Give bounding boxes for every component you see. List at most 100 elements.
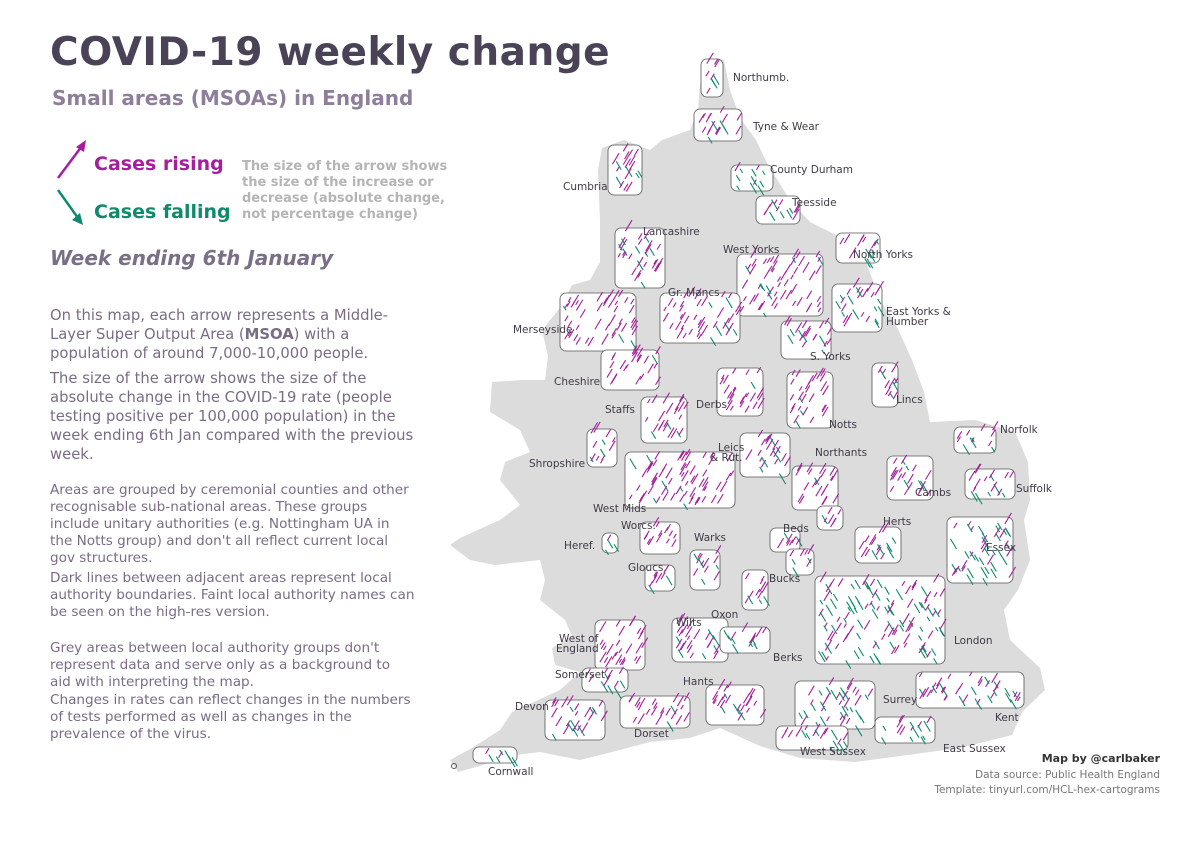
scilly-isles-marker	[451, 763, 457, 769]
region-hex-cluster	[791, 462, 840, 511]
region-label-heref: Heref.	[564, 540, 595, 552]
falling-arrow-icon	[56, 189, 83, 225]
region-label-worcs: Worcs.	[621, 520, 656, 532]
description-msoa: On this map, each arrow represents a Mid…	[50, 307, 389, 362]
region-label-berks: Berks	[773, 652, 803, 664]
region-hex-cluster	[607, 143, 643, 196]
region-label-norfolk: Norfolk	[1000, 424, 1039, 436]
region-label-merseyside: Merseyside	[513, 324, 573, 336]
description-arrow-size: The size of the arrow shows the size of …	[50, 370, 414, 463]
credit-template: Template: tinyurl.com/HCL-hex-cartograms	[934, 784, 1160, 796]
description-grey-areas: Grey areas between local authority group…	[50, 640, 391, 690]
region-label-derbs: Derbs	[696, 399, 727, 411]
region-hex-cluster	[624, 448, 736, 511]
region-label-gloucs: Gloucs.	[628, 562, 667, 574]
region-hex-cluster	[689, 545, 722, 591]
region-label-oxon: Oxon	[711, 609, 738, 621]
region-hex-cluster	[886, 454, 934, 501]
page-title: COVID-19 weekly change	[50, 30, 611, 75]
region-label-hants: Hants	[683, 676, 714, 688]
region-hex-cluster	[794, 677, 876, 737]
region-label-cumbria: Cumbria	[563, 181, 608, 193]
page-subtitle: Small areas (MSOAs) in England	[52, 86, 414, 110]
region-hex-cluster	[639, 517, 681, 555]
region-hex-cluster	[700, 52, 724, 98]
region-hex-cluster	[586, 421, 618, 468]
region-hex-cluster	[559, 289, 638, 352]
region-label-cornwall: Cornwall	[488, 766, 533, 778]
region-hex-groups	[472, 52, 1025, 768]
region-hex-cluster	[619, 692, 691, 732]
region-label-notts: Notts	[829, 419, 857, 431]
region-hex-cluster	[953, 420, 999, 456]
region-hex-cluster	[739, 429, 791, 485]
region-hex-cluster	[741, 569, 770, 611]
region-hex-cluster	[581, 666, 629, 699]
region-hex-cluster	[693, 105, 743, 144]
region-label-cheshire: Cheshire	[554, 376, 600, 388]
region-hex-cluster	[780, 315, 832, 360]
region-label-lincs: Lincs	[896, 394, 923, 406]
region-label-northumb: Northumb.	[733, 72, 789, 84]
region-hex-cluster	[775, 723, 849, 754]
description-testing: Changes in rates can reflect changes in …	[50, 692, 411, 742]
region-labels: Northumb. Tyne & Wear County Durham Cumb…	[488, 72, 1053, 778]
region-hex-cluster	[659, 286, 743, 347]
region-hex-cluster	[640, 392, 689, 444]
region-hex-cluster	[814, 571, 947, 670]
region-hex-cluster	[736, 247, 824, 318]
legend-note: The size of the arrow shows the size of …	[242, 159, 448, 222]
region-hex-cluster	[719, 622, 771, 654]
region-label-northants: Northants	[815, 447, 867, 459]
region-hex-cluster	[946, 512, 1016, 586]
region-label-essex: Essex	[986, 542, 1016, 554]
region-hex-cluster	[874, 714, 936, 745]
region-hex-cluster	[671, 612, 729, 663]
region-label-suffolk: Suffolk	[1016, 483, 1053, 495]
region-label-east-sussex: East Sussex	[943, 743, 1006, 755]
region-hex-cluster	[544, 695, 608, 741]
region-label-west-of: West of	[559, 633, 599, 645]
rising-arrow-icon	[57, 140, 86, 179]
region-label-lancashire: Lancashire	[643, 226, 700, 238]
region-label-north-yorks: North Yorks	[853, 249, 913, 261]
region-hex-cluster	[854, 521, 902, 564]
region-label-cambs: Cambs	[915, 487, 951, 499]
region-label-kent: Kent	[995, 712, 1019, 724]
region-label-leics: Leics	[718, 442, 744, 454]
region-hex-cluster	[472, 746, 518, 768]
region-label-west-mids: West Mids	[593, 503, 646, 515]
region-hex-cluster	[786, 367, 834, 429]
region-label-wilts: Wilts	[676, 617, 702, 629]
region-hex-cluster	[594, 615, 649, 671]
region-hex-cluster	[835, 232, 881, 269]
region-label-beds: Beds	[783, 523, 809, 535]
region-label-rut: & Rut.	[710, 452, 742, 464]
region-hex-cluster	[601, 532, 620, 556]
region-hex-cluster	[755, 195, 801, 225]
region-label-county-durham: County Durham	[770, 164, 853, 176]
region-label-herts: Herts	[883, 516, 911, 528]
region-hex-cluster	[785, 544, 815, 578]
region-hex-cluster	[644, 564, 676, 595]
region-label-shropshire: Shropshire	[529, 458, 585, 470]
region-hex-cluster	[915, 671, 1025, 710]
region-label-east-yorks: East Yorks &	[886, 306, 951, 318]
description-grouping: Areas are grouped by ceremonial counties…	[50, 482, 409, 566]
region-hex-cluster	[831, 277, 885, 333]
region-hex-cluster	[871, 361, 899, 408]
region-label-somerset: Somerset	[555, 669, 605, 681]
region-hex-cluster	[600, 344, 661, 391]
region-label-west-sussex: West Sussex	[800, 746, 866, 758]
region-hex-cluster	[614, 219, 666, 289]
credit-author: Map by @carlbaker	[1041, 752, 1160, 765]
region-label-warks: Warks	[694, 532, 726, 544]
legend-rising-label: Cases rising	[94, 153, 224, 175]
legend-arrows	[56, 140, 86, 225]
region-hex-cluster	[964, 463, 1016, 505]
week-label: Week ending 6th January	[50, 246, 334, 270]
region-label-england: England	[556, 643, 599, 655]
region-hex-cluster	[769, 527, 803, 553]
region-label-london: London	[954, 635, 993, 647]
